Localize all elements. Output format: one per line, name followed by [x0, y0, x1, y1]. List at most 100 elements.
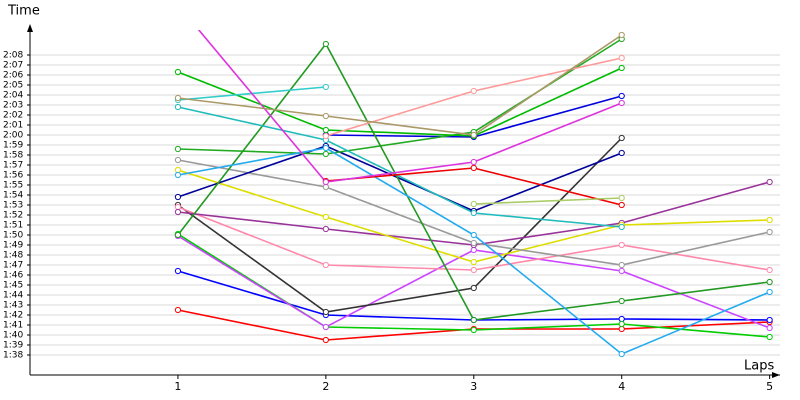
point — [618, 31, 625, 39]
y-tick-label: 1:40 — [3, 331, 23, 341]
series-line — [325, 57, 622, 137]
y-tick-label: 2:06 — [3, 71, 23, 81]
y-tick-label: 1:45 — [3, 281, 23, 291]
point — [766, 278, 773, 286]
point — [174, 171, 182, 179]
series-line — [177, 67, 623, 137]
x-tick-label: 4 — [618, 380, 625, 393]
point — [322, 308, 329, 316]
y-axis-arrow — [27, 24, 33, 32]
series-line — [177, 137, 623, 313]
y-tick-label: 2:01 — [3, 121, 23, 131]
y-tick-label: 2:05 — [3, 81, 23, 91]
point — [322, 132, 329, 140]
point — [174, 145, 182, 153]
point — [470, 158, 477, 166]
point — [470, 164, 477, 172]
point — [618, 350, 625, 358]
point — [174, 306, 182, 314]
y-tick-label: 1:48 — [3, 251, 23, 261]
point — [174, 156, 182, 164]
y-tick-label: 1:43 — [3, 301, 23, 311]
x-tick-label: 3 — [470, 380, 477, 393]
point — [470, 316, 477, 324]
point — [174, 166, 182, 174]
point — [618, 92, 625, 100]
y-tick-label: 1:55 — [3, 181, 23, 191]
y-tick-label: 1:58 — [3, 151, 23, 161]
point — [618, 201, 625, 209]
point — [470, 284, 477, 292]
y-tick-label: 1:54 — [3, 191, 23, 201]
point — [766, 333, 773, 341]
point — [470, 131, 477, 139]
point — [470, 209, 477, 217]
point — [322, 112, 329, 120]
series-line — [177, 34, 623, 136]
series-line — [197, 30, 623, 183]
y-tick-label: 1:51 — [3, 221, 23, 231]
x-tick-label: 2 — [322, 380, 329, 393]
y-axis-title: Time — [7, 4, 40, 19]
point — [322, 40, 329, 48]
point — [174, 68, 182, 76]
point — [618, 261, 625, 269]
point — [174, 231, 182, 239]
point — [618, 320, 625, 328]
point — [322, 126, 329, 134]
y-tick-label: 1:41 — [3, 321, 23, 331]
point — [322, 83, 329, 91]
point — [322, 183, 329, 191]
point — [322, 150, 329, 158]
point — [470, 200, 477, 208]
point — [618, 194, 625, 202]
y-tick-label: 1:52 — [3, 211, 23, 221]
point — [766, 316, 773, 324]
point — [766, 324, 773, 332]
point — [470, 231, 477, 239]
point — [470, 239, 477, 247]
point — [618, 64, 625, 72]
point — [618, 297, 625, 305]
y-tick-label: 1:53 — [3, 201, 23, 211]
y-tick-label: 1:49 — [3, 241, 23, 251]
point — [322, 213, 329, 221]
point — [618, 241, 625, 249]
y-tick-label: 2:04 — [3, 91, 23, 101]
point — [470, 87, 477, 95]
point — [174, 193, 182, 201]
y-tick-label: 1:39 — [3, 341, 23, 351]
point — [618, 134, 625, 142]
x-tick-label: 5 — [766, 380, 773, 393]
point — [174, 203, 182, 211]
y-tick-label: 1:46 — [3, 271, 23, 281]
point — [174, 208, 182, 216]
point — [322, 336, 329, 344]
y-tick-label: 2:00 — [3, 131, 23, 141]
point — [618, 223, 625, 231]
y-tick-label: 2:02 — [3, 111, 23, 121]
y-tick-label: 1:50 — [3, 231, 23, 241]
point — [470, 326, 477, 334]
series-line — [473, 197, 622, 205]
point — [766, 288, 773, 296]
point — [766, 266, 773, 274]
point — [766, 178, 773, 186]
y-tick-label: 1:42 — [3, 311, 23, 321]
x-axis-title: Laps — [744, 359, 774, 374]
point — [175, 2, 180, 7]
x-axis-arrow — [772, 372, 780, 378]
point — [322, 144, 329, 152]
point — [618, 54, 625, 62]
point — [174, 94, 182, 102]
point — [322, 178, 329, 186]
series-line — [177, 145, 623, 212]
y-tick-label: 1:57 — [3, 161, 23, 171]
point — [618, 149, 625, 157]
series-line — [177, 106, 622, 228]
y-tick-label: 1:59 — [3, 141, 23, 151]
point — [618, 315, 625, 323]
point — [174, 267, 182, 275]
